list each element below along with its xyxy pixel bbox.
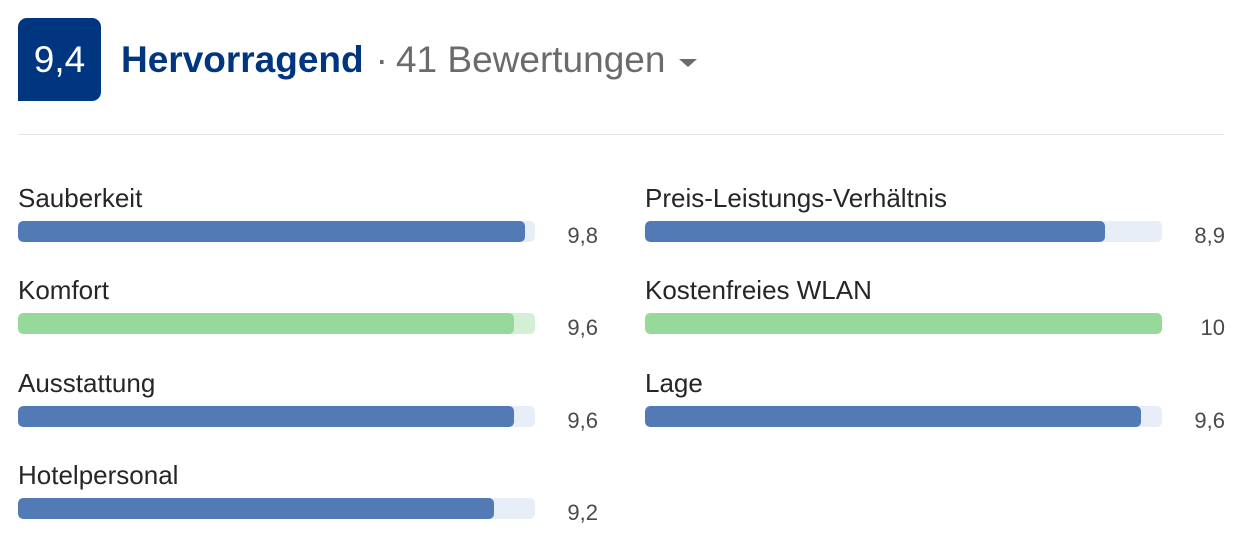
score-bar-fill [645, 221, 1106, 242]
score-bar-track [18, 498, 535, 519]
score-badge: 9,4 [18, 18, 101, 101]
score-bar-track [18, 406, 535, 427]
category-wlan: Kostenfreies WLAN 10 [645, 273, 1225, 353]
rating-label: Hervorragend [121, 38, 364, 80]
category-komfort: Komfort 9,6 [18, 273, 598, 353]
score-bar-fill [18, 498, 494, 519]
category-score: 10 [1200, 315, 1225, 340]
caret-down-icon[interactable] [679, 58, 698, 67]
category-label: Sauberkeit [18, 183, 143, 213]
category-label: Komfort [18, 275, 110, 305]
score-bar-track [645, 406, 1162, 427]
category-score: 8,9 [1194, 223, 1225, 248]
review-count-link[interactable]: 41 Bewertungen [395, 38, 666, 80]
category-sauberkeit: Sauberkeit 9,8 [18, 181, 598, 261]
score-bar-fill [18, 313, 515, 334]
category-score: 9,2 [567, 500, 598, 525]
category-ausstattung: Ausstattung 9,6 [18, 366, 598, 446]
review-summary-header: 9,4 Hervorragend · 41 Bewertungen [18, 18, 698, 101]
score-bar-track [645, 313, 1162, 334]
category-hotelpersonal: Hotelpersonal 9,2 [18, 458, 598, 538]
category-label: Preis-Leistungs-Verhältnis [645, 183, 948, 213]
category-score: 9,6 [567, 315, 598, 340]
category-score: 9,6 [1194, 408, 1225, 433]
category-label: Ausstattung [18, 368, 156, 398]
score-bar-fill [645, 313, 1162, 334]
header-divider [18, 134, 1224, 135]
category-lage: Lage 9,6 [645, 366, 1225, 446]
separator-dot: · [375, 38, 388, 80]
score-bar-track [18, 221, 535, 242]
score-bar-track [18, 313, 535, 334]
score-bar-fill [18, 406, 515, 427]
score-bar-track [645, 221, 1162, 242]
category-label: Kostenfreies WLAN [645, 275, 872, 305]
category-score: 9,8 [567, 223, 598, 248]
score-bar-fill [645, 406, 1142, 427]
score-bar-fill [18, 221, 525, 242]
category-label: Lage [645, 368, 703, 398]
category-preis-leistung: Preis-Leistungs-Verhältnis 8,9 [645, 181, 1225, 261]
category-label: Hotelpersonal [18, 460, 179, 490]
category-score: 9,6 [567, 408, 598, 433]
